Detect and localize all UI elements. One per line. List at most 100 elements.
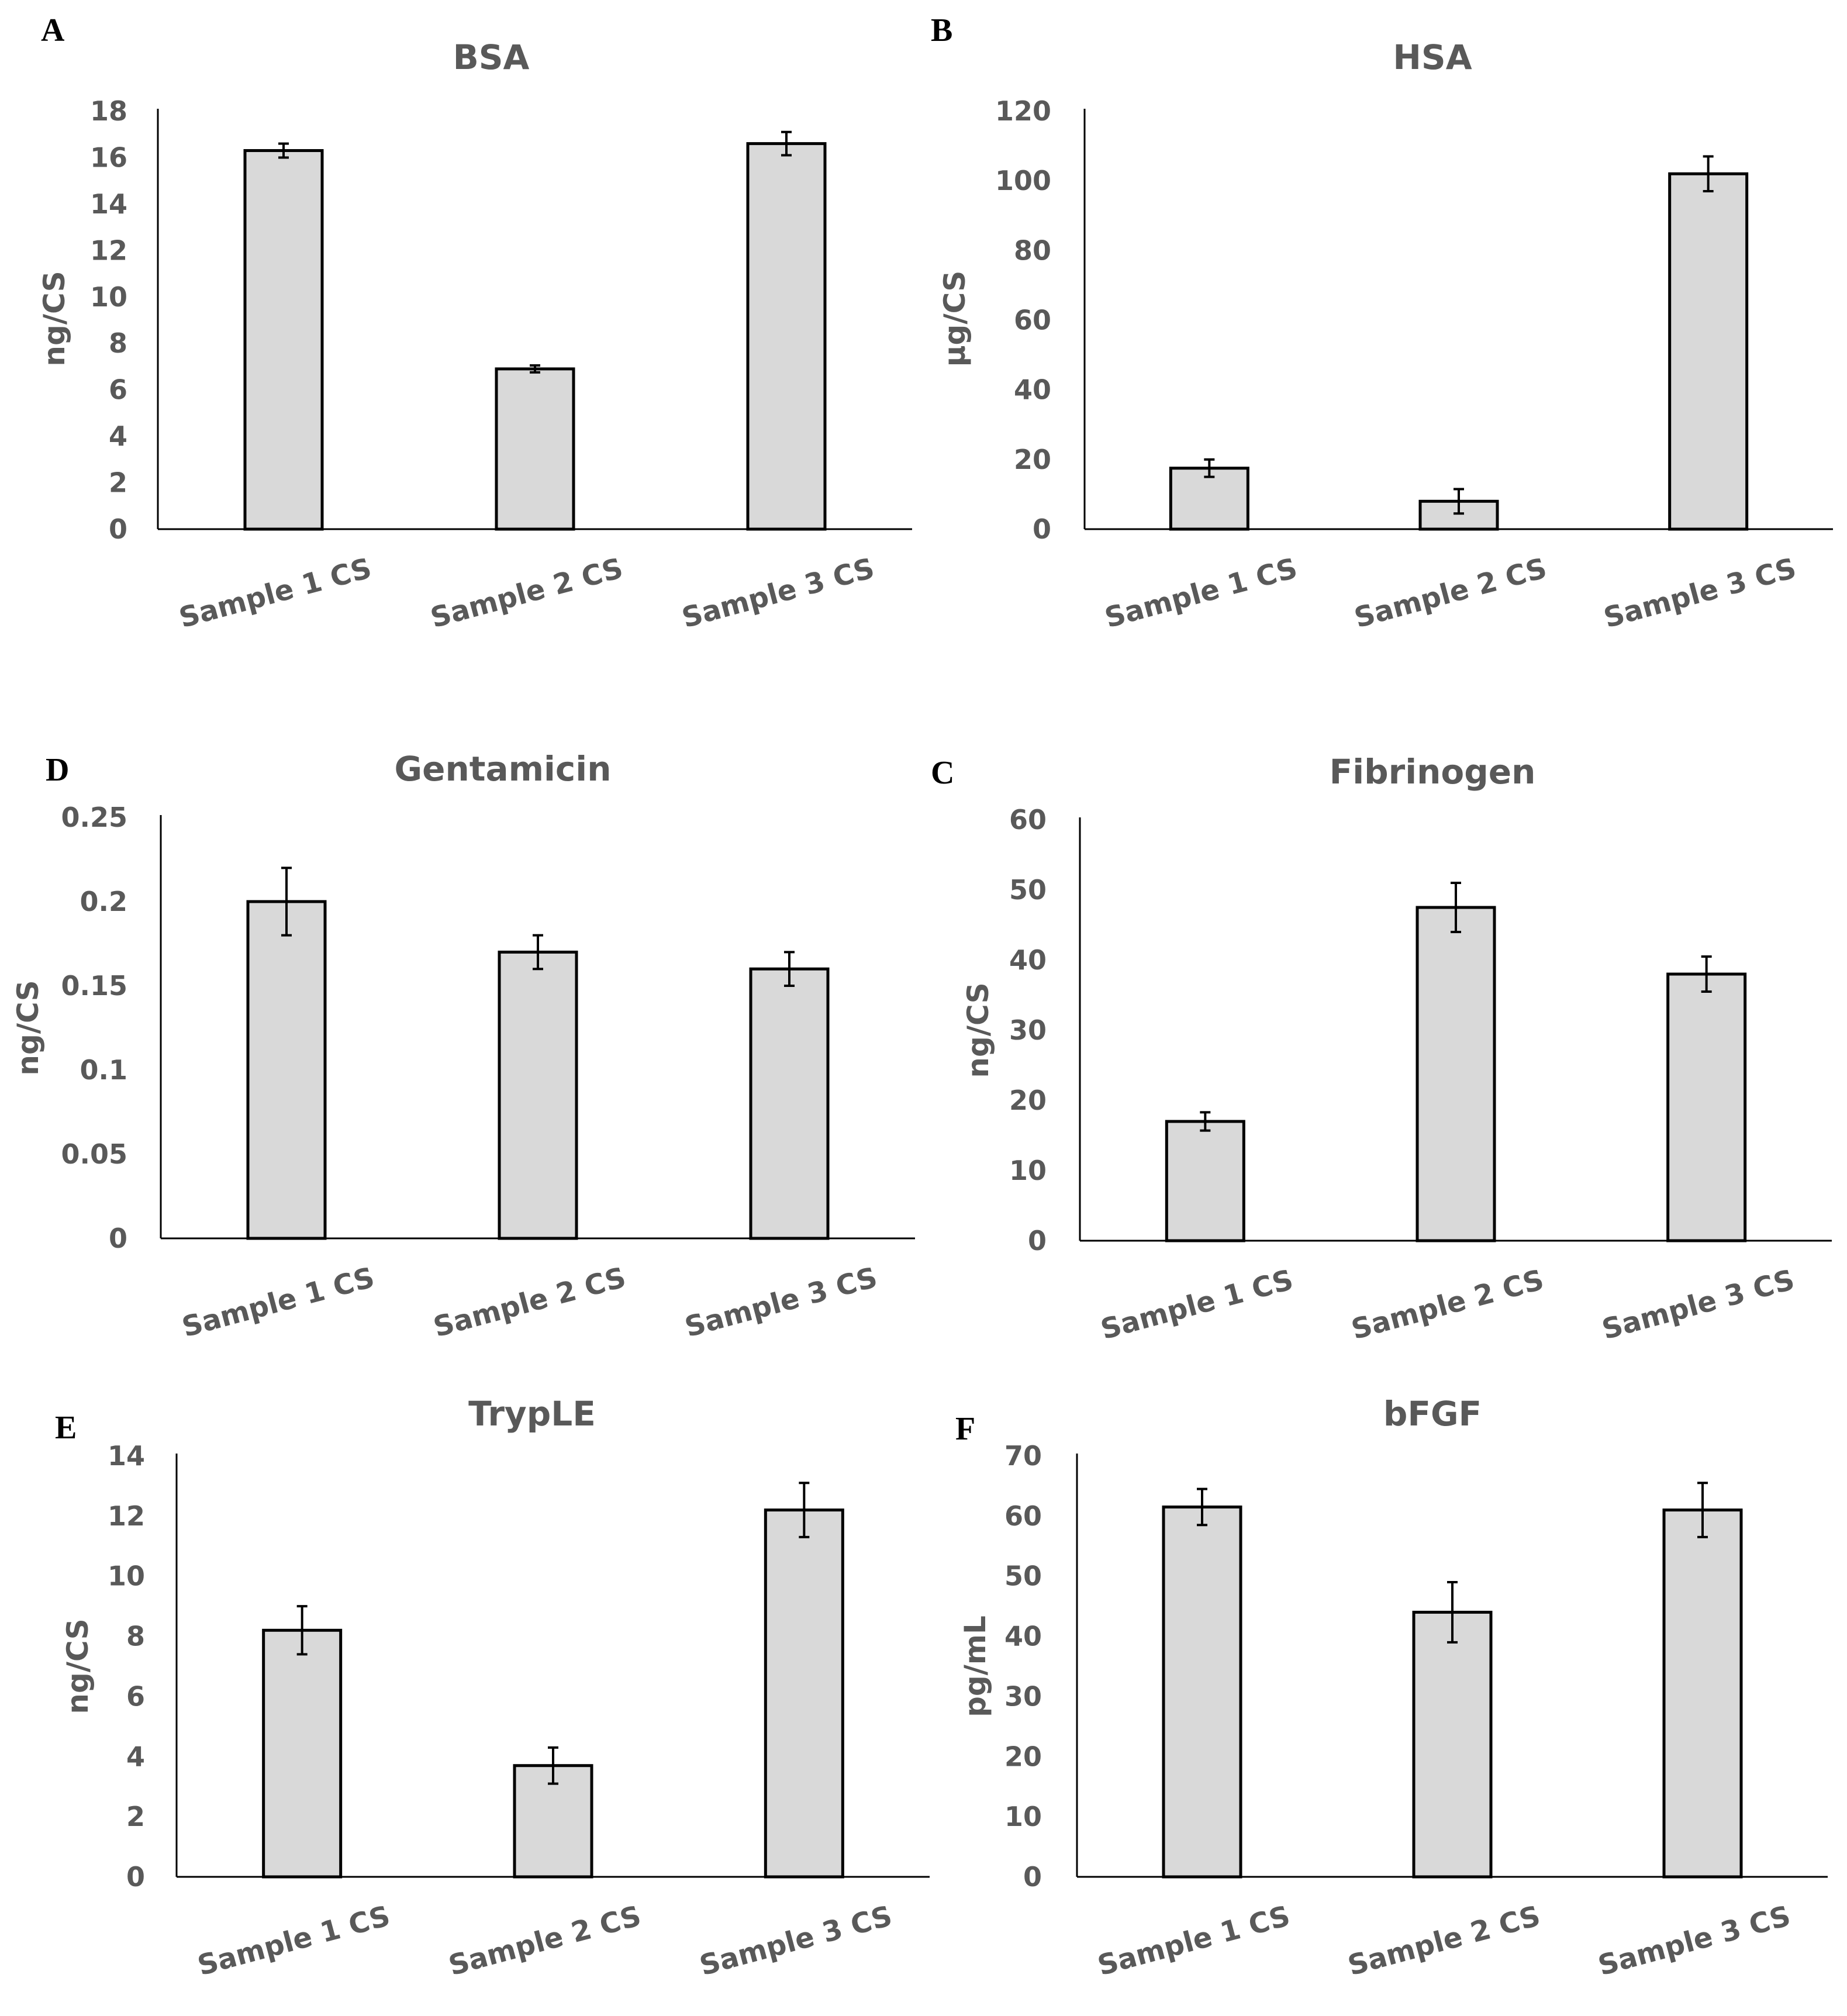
y-tick-label: 8 xyxy=(109,327,127,359)
bar xyxy=(1662,1508,1743,1879)
x-category-label: Sample 3 CS xyxy=(678,552,878,635)
bar xyxy=(1412,1610,1493,1879)
bar xyxy=(1668,172,1749,531)
y-tick-label: 4 xyxy=(126,1741,145,1772)
y-tick-label: 20 xyxy=(1014,444,1051,475)
panel-letter: F xyxy=(955,1411,975,1447)
y-tick-label: 30 xyxy=(1004,1680,1042,1712)
error-bar xyxy=(281,867,292,937)
y-tick-label: 60 xyxy=(1014,305,1051,336)
y-tick-label: 18 xyxy=(90,95,127,127)
bar xyxy=(243,149,324,531)
y-tick-label: 100 xyxy=(995,165,1051,196)
bar xyxy=(1165,1120,1245,1242)
chart-panel-a: A BSA ng/CS 0 2 4 6 8 10 12 14 16 18 Sample 1 CS Sampl… xyxy=(37,12,912,634)
x-category-label: Sample 3 CS xyxy=(681,1261,881,1344)
y-tick-label: 60 xyxy=(1004,1500,1042,1532)
y-tick-label: 0.1 xyxy=(80,1054,128,1086)
error-bar xyxy=(1447,1581,1458,1644)
y-axis-label: µg/CS xyxy=(938,271,972,367)
x-category-label: Sample 2 CS xyxy=(1351,552,1550,635)
y-tick-label: 14 xyxy=(90,188,127,220)
chart-panel-c: C Fibrinogen ng/CS 0 10 20 30 40 50 60 Sample 1 CS… xyxy=(931,752,1832,1346)
error-bar xyxy=(1697,1482,1708,1538)
panel-letter: C xyxy=(931,755,954,791)
bar xyxy=(495,367,575,531)
y-tick-label: 14 xyxy=(108,1440,145,1472)
y-tick-label: 2 xyxy=(109,467,127,499)
y-tick-label: 120 xyxy=(995,95,1051,127)
error-bar xyxy=(1701,955,1712,993)
y-tick-label: 8 xyxy=(126,1621,145,1652)
panel-letter: E xyxy=(55,1410,77,1446)
y-tick-label: 0 xyxy=(109,1223,127,1254)
y-tick-label: 50 xyxy=(1009,874,1047,906)
y-tick-label: 30 xyxy=(1009,1014,1047,1046)
bar xyxy=(1416,906,1496,1242)
y-tick-label: 0 xyxy=(1028,1225,1047,1256)
error-bar xyxy=(530,364,540,374)
y-axis-label: ng/CS xyxy=(37,271,71,366)
error-bar xyxy=(1204,458,1215,478)
x-category-label: Sample 2 CS xyxy=(1348,1264,1547,1347)
chart-panel-e: E TrypLE ng/CS 0 2 4 6 8 10 12 14 Sample 1 CS Sample… xyxy=(55,1394,930,1982)
x-category-label: Sample 3 CS xyxy=(1599,1264,1798,1347)
y-tick-label: 2 xyxy=(126,1801,145,1832)
error-bar xyxy=(799,1482,810,1538)
y-tick-label: 10 xyxy=(1009,1155,1047,1186)
x-category-label: Sample 2 CS xyxy=(1344,1900,1544,1983)
error-bar xyxy=(781,130,792,157)
y-tick-label: 0.2 xyxy=(80,886,128,917)
chart-title: Fibrinogen xyxy=(1330,752,1536,792)
error-bar xyxy=(533,934,543,971)
y-tick-label: 6 xyxy=(126,1680,145,1712)
y-tick-label: 6 xyxy=(109,374,127,406)
x-category-label: Sample 1 CS xyxy=(1097,1264,1297,1347)
x-category-label: Sample 2 CS xyxy=(430,1261,629,1344)
error-bar xyxy=(296,1605,308,1656)
y-tick-label: 40 xyxy=(1014,374,1051,406)
y-tick-label: 60 xyxy=(1009,804,1047,836)
y-tick-label: 0.15 xyxy=(61,970,128,1002)
bar xyxy=(246,900,327,1240)
y-tick-label: 50 xyxy=(1004,1561,1042,1592)
x-category-label: Sample 1 CS xyxy=(175,552,375,635)
error-bar xyxy=(1200,1111,1211,1132)
error-bar xyxy=(1451,882,1461,933)
y-axis-label: ng/CS xyxy=(11,980,45,1075)
bar xyxy=(1169,467,1249,531)
y-tick-label: 0.25 xyxy=(61,802,128,833)
y-axis-label: pg/mL xyxy=(958,1615,992,1717)
bar xyxy=(746,142,827,531)
chart-panel-d: D Gentamicin ng/CS 0 0.05 0.1 0.15 0.2 0.25 Sampl… xyxy=(11,749,915,1344)
x-category-label: Sample 3 CS xyxy=(696,1900,896,1983)
error-bar xyxy=(548,1746,558,1785)
y-tick-label: 10 xyxy=(90,281,127,313)
y-tick-label: 0 xyxy=(126,1861,145,1893)
error-bar xyxy=(1703,155,1714,193)
error-bar xyxy=(1454,488,1464,515)
chart-title: bFGF xyxy=(1383,1394,1482,1434)
bar xyxy=(262,1628,343,1879)
error-bar xyxy=(1197,1487,1207,1527)
y-axis-label: ng/CS xyxy=(61,1618,95,1714)
panel-letter: B xyxy=(931,12,952,49)
chart-panel-b: B HSA µg/CS 0 20 40 60 80 100 120 Sample 1 CS Sampl… xyxy=(931,12,1833,634)
y-tick-label: 40 xyxy=(1004,1621,1042,1652)
panel-letter: A xyxy=(41,12,65,49)
y-tick-label: 20 xyxy=(1004,1741,1042,1772)
y-tick-label: 20 xyxy=(1009,1085,1047,1116)
chart-title: TrypLE xyxy=(468,1394,596,1434)
y-axis-label: ng/CS xyxy=(961,982,995,1078)
x-category-label: Sample 1 CS xyxy=(1094,1900,1293,1983)
error-bar xyxy=(278,142,289,159)
y-tick-label: 10 xyxy=(108,1561,145,1592)
error-bar xyxy=(784,951,795,987)
y-tick-label: 80 xyxy=(1014,234,1051,266)
panel-letter: D xyxy=(46,752,69,788)
bar xyxy=(1162,1505,1242,1879)
chart-title: HSA xyxy=(1393,37,1472,77)
x-category-label: Sample 2 CS xyxy=(427,552,626,635)
